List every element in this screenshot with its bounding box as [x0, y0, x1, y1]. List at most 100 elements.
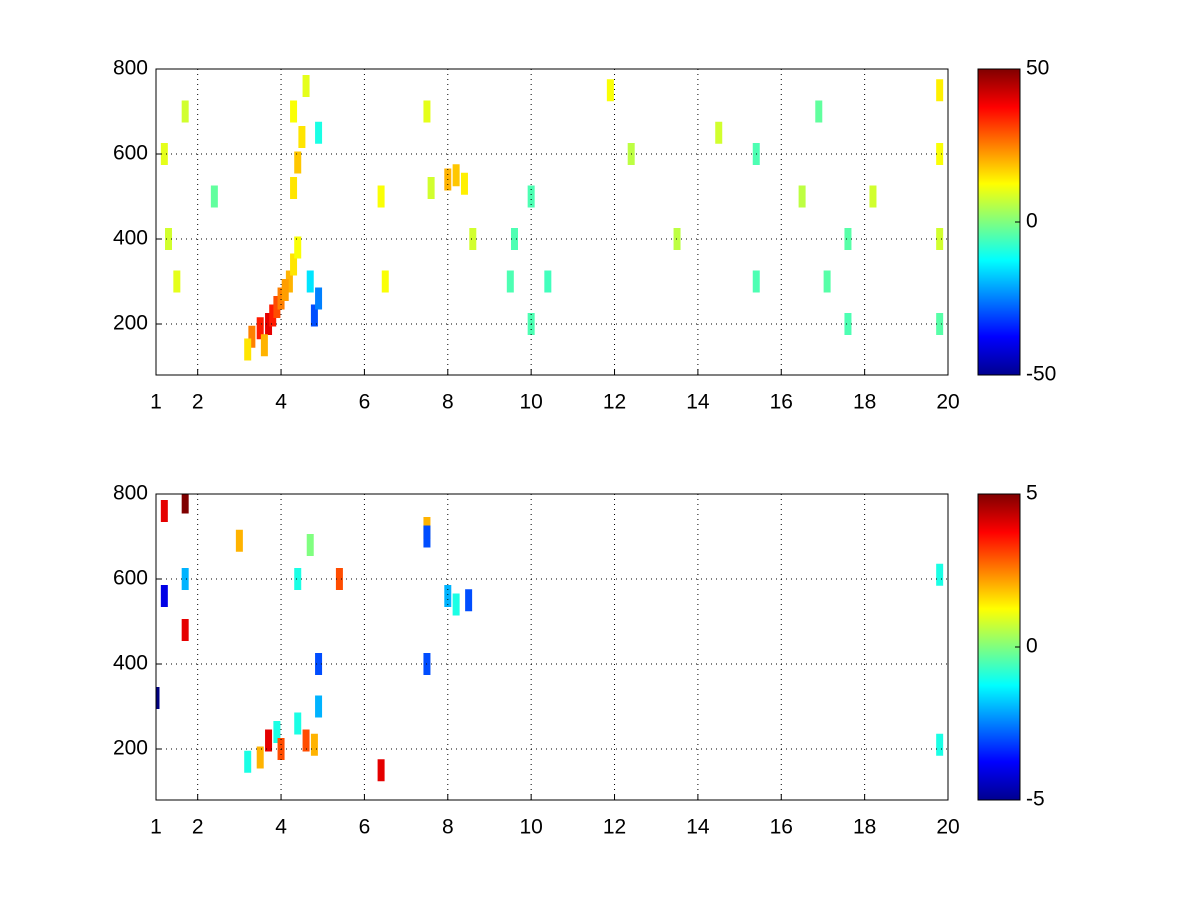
- x-tick-label: 4: [275, 816, 287, 839]
- y-tick-label: 600: [113, 142, 148, 165]
- heatmap-cell: [294, 236, 302, 259]
- heatmap-cell: [844, 228, 852, 250]
- heatmap-cell: [290, 100, 298, 123]
- heatmap-cell: [256, 317, 264, 340]
- heatmap-cell: [506, 270, 514, 293]
- x-tick-label: 4: [275, 391, 287, 414]
- heatmap-cell: [160, 500, 168, 522]
- x-tick-label: 1: [150, 391, 162, 414]
- heatmap-cell: [160, 143, 168, 165]
- x-tick-label: 20: [936, 816, 959, 839]
- heatmap-cell: [273, 721, 281, 743]
- heatmap-cell: [210, 185, 218, 208]
- heatmap-cell: [423, 100, 431, 123]
- heatmap-cell: [173, 270, 181, 293]
- heatmap-cell: [281, 279, 289, 301]
- x-tick-label: 12: [603, 391, 626, 414]
- x-tick-label: 18: [853, 391, 876, 414]
- heatmap-cell: [298, 126, 306, 148]
- heatmap-cell: [452, 164, 460, 187]
- x-tick-label: 14: [686, 816, 710, 839]
- heatmap-cell: [869, 185, 877, 208]
- heatmap-cell: [936, 79, 944, 102]
- heatmap-cell: [273, 296, 281, 318]
- colorbar-tick-label: -50: [1026, 363, 1056, 386]
- plot-frame: [155, 493, 949, 801]
- heatmap-cell: [302, 729, 310, 752]
- heatmap-cell: [936, 733, 944, 756]
- x-tick-label: 12: [603, 816, 626, 839]
- heatmap-cell: [310, 304, 318, 327]
- heatmap-cell: [936, 143, 944, 165]
- heatmap-cell: [156, 687, 160, 709]
- heatmap-cell: [265, 313, 273, 335]
- heatmap-cell: [936, 228, 944, 250]
- heatmap-cell: [290, 253, 298, 276]
- y-tick-label: 200: [113, 737, 148, 760]
- heatmap-cell: [544, 270, 552, 293]
- heatmap-cell: [510, 228, 518, 250]
- x-tick-label: 8: [442, 816, 454, 839]
- y-tick-label: 400: [113, 227, 148, 250]
- y-tick-label: 200: [113, 312, 148, 335]
- x-tick-label: 1: [150, 816, 162, 839]
- colorbar-tick-label: 0: [1026, 210, 1038, 233]
- heatmap-cell: [527, 185, 535, 208]
- heatmap-cell: [815, 100, 823, 123]
- colorbar-tick-label: -5: [1026, 788, 1045, 811]
- heatmap-cell: [248, 325, 256, 348]
- heatmap-cell: [427, 177, 435, 199]
- heatmap-cell: [256, 746, 264, 769]
- heatmap-cell: [377, 185, 385, 208]
- heatmap-cell: [469, 228, 477, 250]
- x-tick-label: 2: [192, 391, 204, 414]
- plot-frame: [155, 68, 949, 376]
- y-tick-label: 800: [113, 57, 148, 80]
- heatmap-cell: [844, 313, 852, 335]
- heatmap-cell: [306, 534, 314, 556]
- heatmap-cell: [377, 759, 385, 782]
- x-tick-label: 6: [359, 391, 371, 414]
- heatmap-cell: [381, 270, 389, 293]
- heatmap-cell: [294, 568, 302, 590]
- heatmap-cell: [798, 185, 806, 208]
- x-tick-label: 14: [686, 391, 710, 414]
- x-tick-label: 10: [519, 391, 542, 414]
- heatmap-cell: [606, 79, 614, 102]
- heatmap-cell: [315, 287, 323, 310]
- heatmap-cell: [936, 313, 944, 335]
- heatmap-cell: [294, 712, 302, 735]
- heatmap-cell: [165, 228, 173, 250]
- heatmap-cell: [294, 151, 302, 174]
- colorbar-tick-label: 0: [1026, 635, 1038, 658]
- heatmap-cell: [444, 585, 452, 607]
- heatmap-cell: [265, 729, 273, 752]
- y-tick-label: 600: [113, 567, 148, 590]
- heatmap-cell: [315, 695, 323, 718]
- heatmap-cell: [244, 338, 252, 361]
- heatmap-cell: [160, 585, 168, 607]
- heatmap-cell: [315, 121, 323, 144]
- heatmap-cell: [181, 568, 189, 590]
- heatmap-cell: [310, 733, 318, 756]
- x-tick-label: 16: [770, 391, 793, 414]
- heatmap-cell: [752, 270, 760, 293]
- heatmap-cell: [235, 529, 243, 552]
- heatmap-cell: [335, 568, 343, 590]
- x-tick-label: 2: [192, 816, 204, 839]
- heatmap-cell: [277, 287, 285, 310]
- heatmap-cell: [285, 270, 293, 293]
- heatmap-cell: [315, 653, 323, 675]
- heatmap-cell: [181, 619, 189, 641]
- heatmap-cell: [465, 589, 473, 612]
- heatmap-cell: [423, 525, 431, 548]
- heatmap-cell: [673, 228, 681, 250]
- y-tick-label: 400: [113, 652, 148, 675]
- heatmap-cell: [290, 177, 298, 199]
- x-tick-label: 16: [770, 816, 793, 839]
- heatmap-cell: [452, 593, 460, 616]
- x-tick-label: 6: [359, 816, 371, 839]
- heatmap-cell: [302, 75, 310, 97]
